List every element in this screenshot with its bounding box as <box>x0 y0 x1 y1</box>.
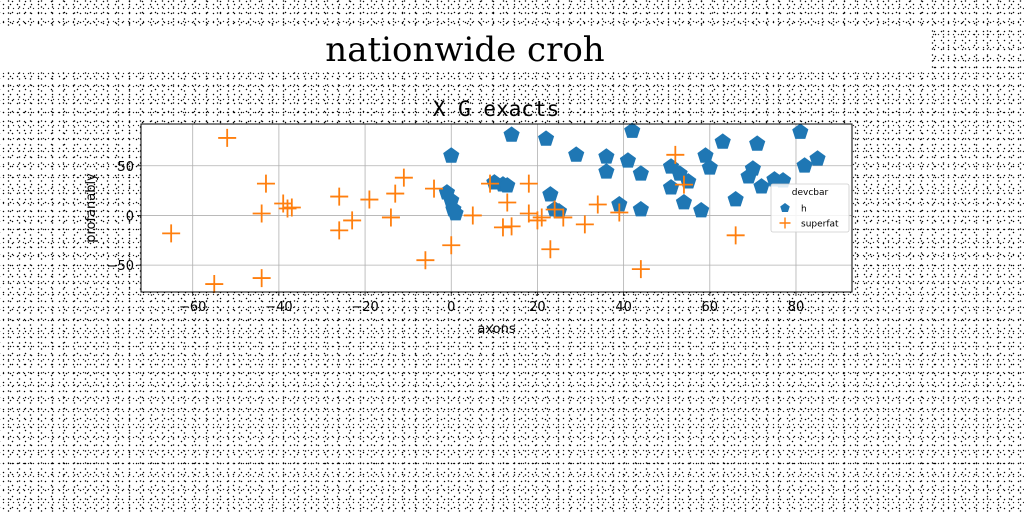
legend: devcbar h superfat <box>770 183 850 233</box>
data-point <box>541 240 560 259</box>
data-point <box>809 150 826 166</box>
data-point <box>753 178 770 194</box>
plot-area: −60 −40 −20 0 20 40 60 80 −50 0 50 axons profanably d… <box>84 122 853 337</box>
data-point <box>493 218 512 237</box>
y-tick-label: −50 <box>107 259 134 274</box>
data-point <box>274 194 293 213</box>
data-point <box>598 148 615 164</box>
x-tick-label: 20 <box>529 300 546 315</box>
data-point <box>162 224 181 243</box>
data-point <box>519 174 538 193</box>
x-tick-label: 60 <box>702 300 719 315</box>
x-tick-label: −20 <box>351 300 378 315</box>
data-point <box>343 211 362 230</box>
data-point <box>443 147 460 163</box>
data-point <box>218 128 237 147</box>
data-point <box>425 179 444 198</box>
data-point <box>726 226 745 245</box>
data-point <box>693 201 710 218</box>
data-point <box>598 163 615 179</box>
data-point <box>394 168 413 187</box>
data-point <box>624 122 641 138</box>
y-tick-label: 0 <box>126 209 134 224</box>
data-point <box>447 204 464 221</box>
x-tick-label: 40 <box>615 300 632 315</box>
legend-marker-superfat <box>779 217 791 229</box>
data-point <box>619 152 637 168</box>
data-point <box>498 193 517 212</box>
plot-frame <box>140 123 853 293</box>
data-point <box>675 194 693 210</box>
data-point <box>532 208 551 227</box>
data-point <box>792 123 809 139</box>
data-point <box>282 198 301 217</box>
data-point <box>632 165 649 181</box>
data-point <box>588 195 607 214</box>
data-point <box>701 159 718 175</box>
series-superfat <box>162 128 745 294</box>
y-axis-label: profanably <box>84 173 99 243</box>
x-tick-label: −40 <box>265 300 292 315</box>
data-point <box>330 221 349 240</box>
data-point <box>519 204 538 223</box>
data-point <box>632 200 649 217</box>
x-tick-label: 80 <box>788 300 805 315</box>
chart-title: X G exacts <box>433 97 559 121</box>
plot-background <box>141 124 852 292</box>
legend-box <box>770 183 850 233</box>
data-point <box>256 174 275 193</box>
data-point <box>503 126 520 142</box>
data-point <box>631 260 650 279</box>
data-point <box>662 179 680 195</box>
data-point <box>481 174 500 193</box>
data-point <box>545 200 564 219</box>
data-point <box>499 177 516 193</box>
data-point <box>568 146 585 162</box>
data-point <box>360 190 379 209</box>
data-point <box>442 236 461 255</box>
y-tick-label: 50 <box>117 160 134 175</box>
data-point <box>502 217 521 236</box>
x-tick-label: 0 <box>447 300 455 315</box>
data-point <box>697 147 714 163</box>
data-point <box>666 145 685 164</box>
data-point <box>252 204 271 223</box>
data-point <box>796 157 813 173</box>
data-point <box>278 199 297 218</box>
data-point <box>537 130 555 146</box>
figure-suptitle: nationwide croh <box>0 30 930 70</box>
data-point <box>528 211 547 230</box>
data-point <box>381 208 400 227</box>
data-point <box>205 275 224 294</box>
data-point <box>727 191 744 207</box>
legend-marker-h <box>780 203 790 213</box>
data-point <box>714 133 731 149</box>
data-point <box>744 160 761 176</box>
data-point <box>386 184 405 203</box>
data-point <box>416 251 435 270</box>
data-point <box>330 187 349 206</box>
x-tick-label: −60 <box>179 300 206 315</box>
ticks: −60 −40 −20 0 20 40 60 80 −50 0 50 <box>107 160 805 315</box>
data-point <box>554 208 573 227</box>
data-point <box>542 186 559 202</box>
data-point <box>749 135 766 151</box>
data-point <box>575 215 594 234</box>
data-point <box>610 203 629 222</box>
data-point <box>463 206 482 225</box>
data-point <box>252 269 271 288</box>
legend-title: devcbar <box>792 188 829 198</box>
legend-label-h: h <box>801 205 807 215</box>
legend-label-superfat: superfat <box>801 220 839 230</box>
x-axis-label: axons <box>477 322 515 337</box>
data-point <box>674 175 693 194</box>
